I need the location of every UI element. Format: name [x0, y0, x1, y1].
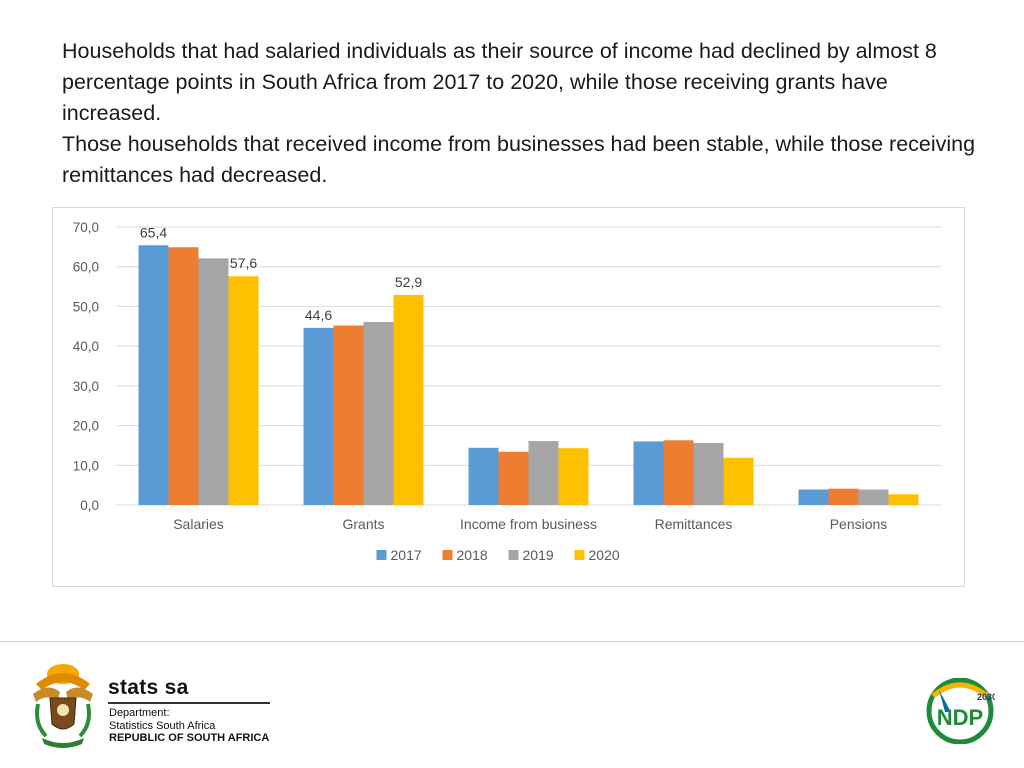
intro-paragraph-1: Households that had salaried individuals… [62, 39, 937, 125]
bar [558, 448, 589, 505]
bar [858, 489, 889, 505]
legend-swatch [442, 550, 453, 560]
footer-divider [0, 641, 1024, 642]
legend-swatch [508, 550, 519, 560]
bar [168, 247, 199, 506]
data-label: 52,9 [395, 274, 422, 290]
legend-label: 2018 [457, 547, 488, 563]
legend-label: 2019 [523, 547, 554, 563]
ndp-text: NDP [937, 705, 983, 730]
bar [888, 494, 919, 505]
bar [468, 447, 499, 505]
bar [393, 294, 424, 505]
bar [363, 321, 394, 505]
data-label: 65,4 [140, 224, 167, 240]
ndp-2030-logo: 2030 NDP [925, 677, 997, 749]
y-tick-label: 70,0 [73, 220, 99, 235]
legend-swatch [574, 550, 585, 560]
bar [498, 451, 529, 505]
country-name: REPUBLIC OF SOUTH AFRICA [109, 732, 270, 744]
x-category-label: Salaries [173, 516, 224, 532]
y-tick-label: 50,0 [73, 299, 99, 314]
x-category-label: Pensions [830, 516, 888, 532]
legend-label: 2017 [391, 547, 422, 563]
data-label: 44,6 [305, 307, 332, 323]
bar [198, 258, 229, 505]
bar [633, 441, 664, 505]
x-category-label: Grants [342, 516, 384, 532]
y-tick-label: 0,0 [80, 498, 99, 513]
bar [798, 489, 829, 505]
department-name: Statistics South Africa [109, 719, 216, 732]
legend-swatch [376, 550, 387, 560]
data-label: 57,6 [230, 255, 257, 271]
department-label: Department: [109, 707, 170, 719]
bar [723, 457, 754, 505]
x-category-label: Remittances [655, 516, 733, 532]
y-tick-label: 20,0 [73, 419, 99, 434]
ndp-year-text: 2030 [977, 692, 995, 702]
bar [693, 443, 724, 505]
intro-paragraph-2: Those households that received income fr… [62, 132, 976, 187]
stats-sa-rule [108, 702, 270, 704]
bar-chart: 0,0 10,0 20,0 30,0 40,0 50,0 60,0 70,0 Salaries G… [52, 207, 965, 587]
bar [228, 276, 259, 505]
x-category-label: Income from business [460, 516, 597, 532]
legend-label: 2020 [589, 547, 620, 563]
bar [528, 441, 559, 505]
y-tick-label: 60,0 [73, 260, 99, 275]
bar [828, 488, 859, 505]
y-tick-label: 30,0 [73, 379, 99, 394]
y-tick-label: 40,0 [73, 339, 99, 354]
intro-text: Households that had salaried individuals… [62, 36, 982, 191]
chart-canvas: 0,0 10,0 20,0 30,0 40,0 50,0 60,0 70,0 Salaries G… [73, 220, 941, 563]
stats-sa-logo-text: stats sa [108, 676, 189, 699]
bar [663, 440, 694, 505]
bar [333, 325, 364, 505]
coat-of-arms-logo [28, 660, 98, 757]
bar [138, 245, 169, 506]
y-tick-label: 10,0 [73, 458, 99, 473]
bar [303, 327, 334, 505]
department-block: Department: Statistics South Africa REPU… [109, 707, 269, 745]
